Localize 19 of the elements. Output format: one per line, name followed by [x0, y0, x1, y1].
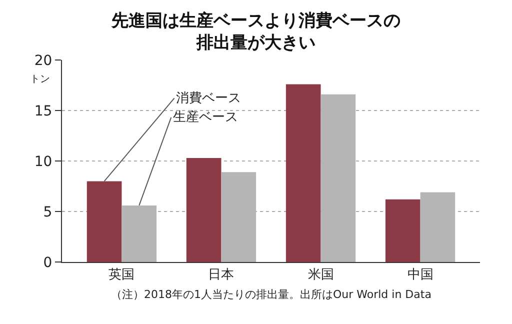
text: 消費ベース: [176, 91, 241, 106]
x-tick-label: 米国: [308, 268, 334, 283]
text: 生産ベース: [173, 109, 238, 125]
x-tick-label: 日本: [208, 268, 234, 283]
bar: [420, 192, 456, 262]
bar: [385, 199, 420, 262]
text: （注）2018年の1人当たりの排出量。出所はOur World in Data: [111, 288, 432, 301]
bar: [86, 181, 122, 262]
y-axis-title: トン: [30, 74, 50, 85]
chart-title: 先進国は生産ベースより消費ベースの排出量が大きい: [110, 10, 400, 54]
y-tick-label: 15: [34, 103, 52, 120]
y-tick-label: 20: [34, 52, 52, 69]
x-tick-label: 中国: [407, 268, 434, 283]
y-tick-label: 0: [43, 254, 52, 271]
x-tick-label: 英国: [108, 268, 135, 283]
y-tick-label: 5: [43, 204, 52, 220]
bar: [186, 158, 222, 262]
y-tick-label: 10: [34, 154, 52, 170]
bar: [286, 84, 321, 262]
